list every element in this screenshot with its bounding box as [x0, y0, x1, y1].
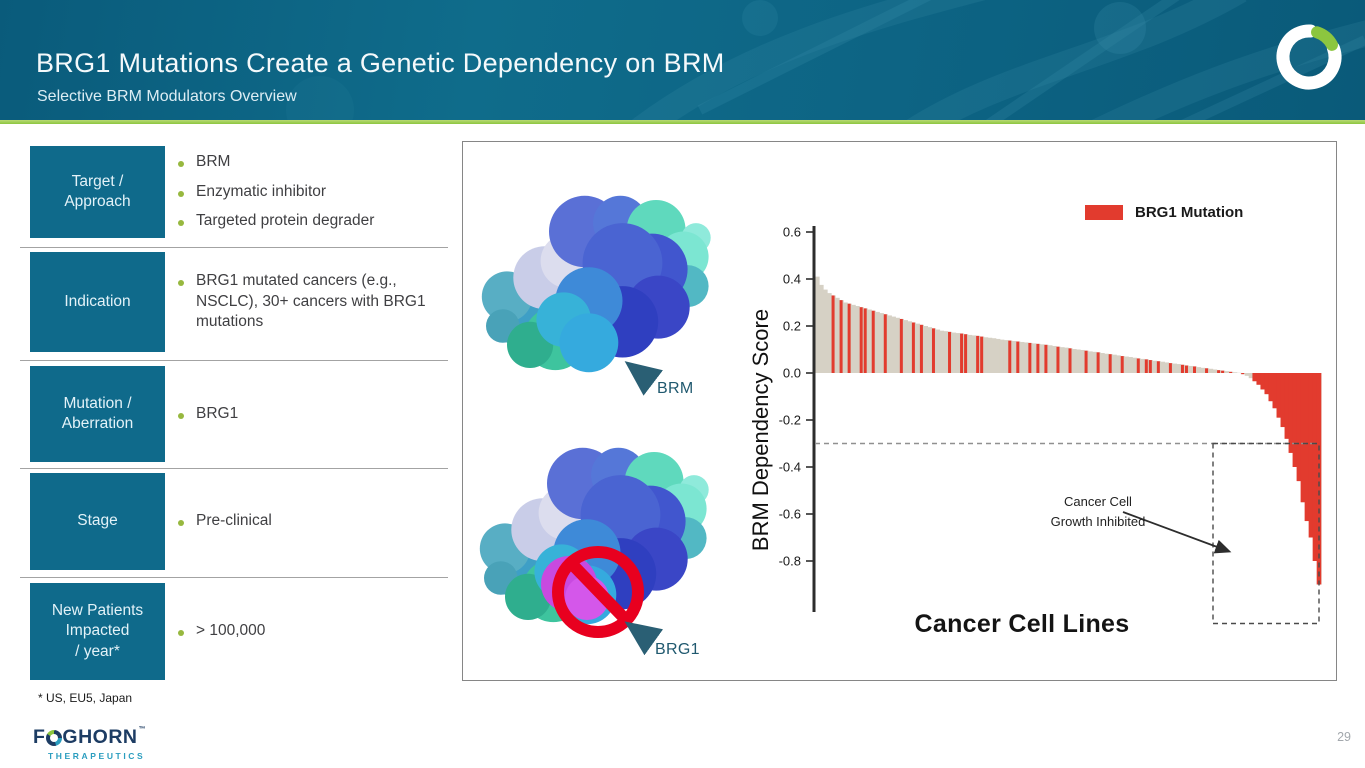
prohibition-icon — [552, 546, 644, 638]
chart-x-axis-label: Cancer Cell Lines — [914, 610, 1130, 638]
row-divider — [20, 468, 448, 469]
page-title: BRG1 Mutations Create a Genetic Dependen… — [36, 48, 725, 78]
bullet-item: Targeted protein degrader — [172, 211, 448, 231]
svg-text:0.4: 0.4 — [783, 272, 801, 287]
dependency-chart: 0.6 0.4 0.2 0.0 -0.2 -0.4 -0.6 -0.8 — [479, 195, 1322, 656]
svg-text:-0.6: -0.6 — [779, 507, 801, 522]
svg-text:-0.8: -0.8 — [779, 554, 801, 569]
spec-row-label-mutation-aberration: Mutation / Aberration — [30, 366, 165, 462]
protein-structure-brg1-image — [479, 447, 709, 638]
brg1-label: BRG1 — [655, 641, 700, 658]
spec-row-label-target-approach: Target / Approach — [30, 146, 165, 238]
page-number: 29 — [1337, 730, 1351, 744]
page-subtitle: Selective BRM Modulators Overview — [37, 88, 297, 105]
foghorn-circle-logo-icon — [1276, 24, 1342, 90]
spec-row-label-new-patients: New Patients Impacted / year* — [30, 583, 165, 680]
spec-row-label-indication: Indication — [30, 252, 165, 352]
chart-legend: BRG1 Mutation — [1085, 204, 1243, 221]
foghorn-logo: F GHORN ™ THERAPEUTICS — [33, 726, 146, 761]
bullet-item: BRG1 — [172, 404, 448, 424]
spec-row-values-target-approach: BRM Enzymatic inhibitor Targeted protein… — [172, 146, 448, 238]
figure-panel: 0.6 0.4 0.2 0.0 -0.2 -0.4 -0.6 -0.8 — [462, 141, 1337, 681]
protein-structure-brm-image — [481, 195, 711, 373]
svg-text:-0.4: -0.4 — [779, 460, 801, 475]
bullet-item: Enzymatic inhibitor — [172, 182, 448, 202]
bullet-item: BRM — [172, 152, 448, 172]
row-divider — [20, 577, 448, 578]
bullet-item: > 100,000 — [172, 621, 448, 641]
brm-arrow-icon — [624, 361, 663, 396]
wordmark-suffix: GHORN — [62, 726, 138, 748]
foghorn-division: THERAPEUTICS — [48, 751, 146, 761]
chart-annotation: Cancer Cell Growth Inhibited — [1050, 494, 1146, 529]
spec-row-values-stage: Pre-clinical — [172, 473, 448, 570]
legend-swatch — [1085, 205, 1123, 220]
bullet-item: Pre-clinical — [172, 511, 448, 531]
spec-row-values-mutation-aberration: BRG1 — [172, 366, 448, 462]
bullet-item: BRG1 mutated cancers (e.g., NSCLC), 30+ … — [172, 271, 448, 332]
row-divider — [20, 360, 448, 361]
spec-row-values-new-patients: > 100,000 — [172, 583, 448, 680]
chart-y-axis-label: BRM Dependency Score — [748, 308, 773, 552]
footnote: * US, EU5, Japan — [38, 691, 133, 705]
highlight-dashed-box — [1212, 442, 1320, 625]
svg-text:-0.2: -0.2 — [779, 413, 801, 428]
spec-row-values-indication: BRG1 mutated cancers (e.g., NSCLC), 30+ … — [172, 252, 448, 352]
trademark-symbol: ™ — [138, 726, 147, 733]
brm-label: BRM — [657, 380, 694, 397]
chart-bars — [815, 276, 1322, 585]
foghorn-wordmark: F GHORN ™ — [33, 726, 146, 749]
chart-y-axis: 0.6 0.4 0.2 0.0 -0.2 -0.4 -0.6 -0.8 — [779, 225, 814, 569]
svg-text:0.6: 0.6 — [783, 225, 801, 240]
annotation-arrow-icon — [1122, 511, 1232, 554]
row-divider — [20, 247, 448, 248]
header-accent-rule — [0, 120, 1365, 124]
header-banner: BRG1 Mutations Create a Genetic Dependen… — [0, 0, 1365, 120]
legend-label: BRG1 Mutation — [1135, 204, 1244, 221]
svg-text:0.0: 0.0 — [783, 366, 801, 381]
spec-row-label-stage: Stage — [30, 473, 165, 570]
wordmark-prefix: F — [33, 726, 46, 748]
foghorn-o-icon — [45, 729, 62, 746]
brg1-arrow-icon — [624, 621, 664, 656]
svg-text:0.2: 0.2 — [783, 319, 801, 334]
